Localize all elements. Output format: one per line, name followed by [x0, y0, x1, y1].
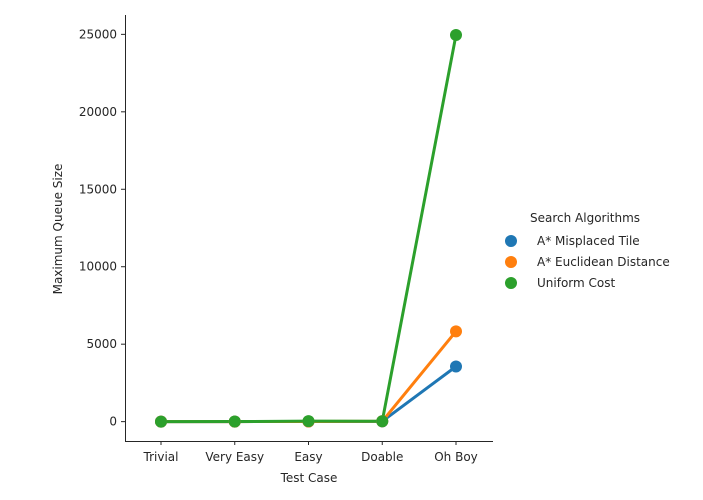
y-tick-label: 10000 — [79, 260, 117, 274]
x-tick-label: Easy — [294, 450, 322, 464]
legend: Search Algorithms A* Misplaced Tile A* Eu… — [505, 211, 670, 290]
series-line-2 — [159, 33, 458, 424]
series-lines — [159, 33, 458, 424]
series-line-0 — [159, 364, 458, 424]
legend-label-1: A* Euclidean Distance — [537, 255, 670, 269]
series-point-1 — [450, 325, 462, 338]
x-tick-label: Oh Boy — [434, 450, 478, 464]
plot-area: 0 5000 10000 15000 20000 25000 Trivial Very Ea… — [79, 15, 493, 464]
x-tick-label: Doable — [361, 450, 403, 464]
legend-items: A* Misplaced Tile A* Euclidean Distance Un… — [505, 234, 670, 290]
x-ticks: Trivial Very Easy Easy Doable Oh Boy — [143, 441, 478, 464]
legend-label-0: A* Misplaced Tile — [537, 234, 640, 248]
legend-marker-0 — [505, 235, 517, 247]
x-tick-label: Very Easy — [205, 450, 264, 464]
y-tick-label: 5000 — [86, 337, 117, 351]
series-points — [155, 28, 462, 428]
legend-label-2: Uniform Cost — [537, 276, 615, 290]
series-line-1 — [159, 329, 458, 424]
legend-title: Search Algorithms — [530, 211, 640, 225]
y-axis-label: Maximum Queue Size — [51, 164, 65, 295]
y-ticks: 0 5000 10000 15000 20000 25000 — [79, 27, 125, 429]
series-point-2 — [376, 415, 389, 428]
legend-marker-1 — [505, 256, 517, 268]
series-point-0 — [450, 360, 462, 373]
x-axis-label: Test Case — [280, 471, 338, 485]
legend-marker-2 — [505, 277, 517, 289]
y-tick-label: 20000 — [79, 105, 117, 119]
y-tick-label: 25000 — [79, 27, 117, 41]
series-point-2 — [302, 415, 315, 428]
y-tick-label: 15000 — [79, 182, 117, 196]
y-tick-label: 0 — [109, 415, 117, 429]
series-point-2 — [155, 415, 167, 428]
series-point-2 — [228, 415, 241, 428]
series-point-2 — [450, 28, 462, 41]
x-tick-label: Trivial — [143, 450, 179, 464]
